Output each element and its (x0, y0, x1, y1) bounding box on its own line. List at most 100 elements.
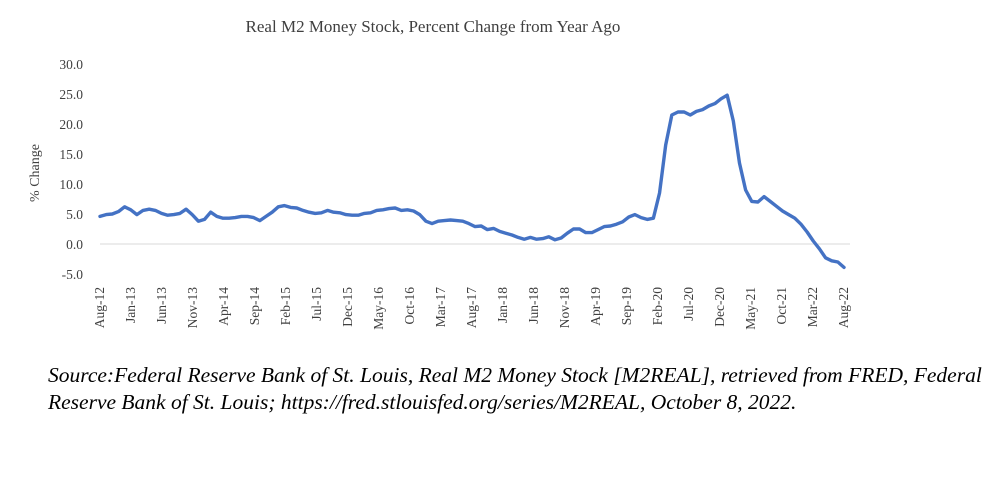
data-point (117, 210, 120, 213)
data-point (670, 114, 673, 117)
data-point (332, 211, 335, 214)
data-point (523, 238, 526, 241)
data-point (265, 215, 268, 218)
data-point (843, 266, 846, 269)
y-tick-label: 0.0 (66, 237, 83, 252)
data-point (166, 214, 169, 217)
data-point (142, 209, 145, 212)
data-point (320, 211, 323, 214)
data-point (658, 192, 661, 195)
x-tick-label: Aug-12 (92, 287, 107, 328)
data-point (474, 225, 477, 228)
x-tick-label: Jul-20 (681, 287, 696, 321)
data-point (769, 200, 772, 203)
data-point (775, 205, 778, 208)
data-point (590, 231, 593, 234)
data-point (510, 234, 513, 237)
data-point (646, 218, 649, 221)
data-point (172, 213, 175, 216)
data-point (781, 210, 784, 213)
data-point (750, 200, 753, 203)
x-tick-label: May-16 (371, 287, 386, 330)
data-point (584, 231, 587, 234)
data-point (633, 213, 636, 216)
x-tick-label: Aug-22 (836, 287, 851, 328)
data-point (387, 207, 390, 210)
data-point (744, 189, 747, 192)
data-point (271, 211, 274, 214)
data-point (547, 235, 550, 238)
data-point (412, 210, 415, 213)
data-point (793, 217, 796, 220)
x-tick-label: Sep-14 (247, 287, 262, 325)
data-point (301, 209, 304, 212)
data-point (830, 259, 833, 262)
data-point (566, 232, 569, 235)
data-point (111, 213, 114, 216)
data-point (640, 216, 643, 219)
data-point (252, 216, 255, 219)
series-line-real-m2 (98, 93, 846, 270)
data-point (541, 237, 544, 240)
x-tick-label: Dec-20 (712, 287, 727, 327)
data-point (129, 208, 132, 211)
x-tick-label: Jan-18 (495, 287, 510, 323)
data-point (326, 209, 329, 212)
data-point (160, 212, 163, 215)
source-note: Source:Federal Reserve Bank of St. Louis… (48, 363, 982, 414)
y-tick-label: 15.0 (59, 147, 83, 162)
data-point (234, 216, 237, 219)
data-point (314, 212, 317, 215)
data-point (701, 108, 704, 111)
data-point (148, 208, 151, 211)
data-point (277, 205, 280, 208)
data-point (756, 201, 759, 204)
chart-canvas: Real M2 Money Stock, Percent Change from… (28, 17, 851, 330)
data-point (578, 228, 581, 231)
x-tick-label: Jun-13 (154, 287, 169, 324)
data-point (363, 212, 366, 215)
data-point (351, 214, 354, 217)
data-point (492, 227, 495, 230)
x-tick-label: Jun-18 (526, 287, 541, 324)
data-point (597, 228, 600, 231)
data-point (720, 97, 723, 100)
data-point (664, 144, 667, 147)
data-point (732, 120, 735, 123)
data-point (443, 219, 446, 222)
data-point (836, 261, 839, 264)
y-axis-label: % Change (28, 144, 43, 202)
data-point (424, 220, 427, 223)
x-tick-label: Jul-15 (309, 287, 324, 321)
data-point (215, 215, 218, 218)
data-point (308, 211, 311, 214)
data-point (615, 223, 618, 226)
data-point (394, 207, 397, 210)
x-axis-ticks: Aug-12 Jan-13 Jun-13 Nov-13 Apr-14 Sep-14 Feb-… (92, 287, 851, 330)
data-point (676, 111, 679, 114)
chart-title: Real M2 Money Stock, Percent Change from… (246, 17, 621, 36)
x-tick-label: Oct-16 (402, 287, 417, 325)
data-point (197, 220, 200, 223)
x-tick-label: Oct-21 (774, 287, 789, 325)
data-point (504, 232, 507, 235)
y-tick-label: 20.0 (59, 117, 83, 132)
x-tick-label: Mar-22 (805, 287, 820, 327)
data-point (381, 208, 384, 211)
data-point (203, 218, 206, 221)
y-tick-label: 30.0 (59, 57, 83, 72)
data-point (824, 256, 827, 259)
data-point (554, 238, 557, 241)
x-tick-label: May-21 (743, 287, 758, 330)
data-point (431, 222, 434, 225)
data-point (726, 94, 729, 97)
data-point (228, 217, 231, 220)
data-point (221, 217, 224, 220)
data-point (283, 204, 286, 207)
data-point (713, 102, 716, 105)
y-tick-label: 10.0 (59, 177, 83, 192)
data-point (763, 195, 766, 198)
x-tick-label: Sep-19 (619, 287, 634, 325)
data-point (627, 216, 630, 219)
